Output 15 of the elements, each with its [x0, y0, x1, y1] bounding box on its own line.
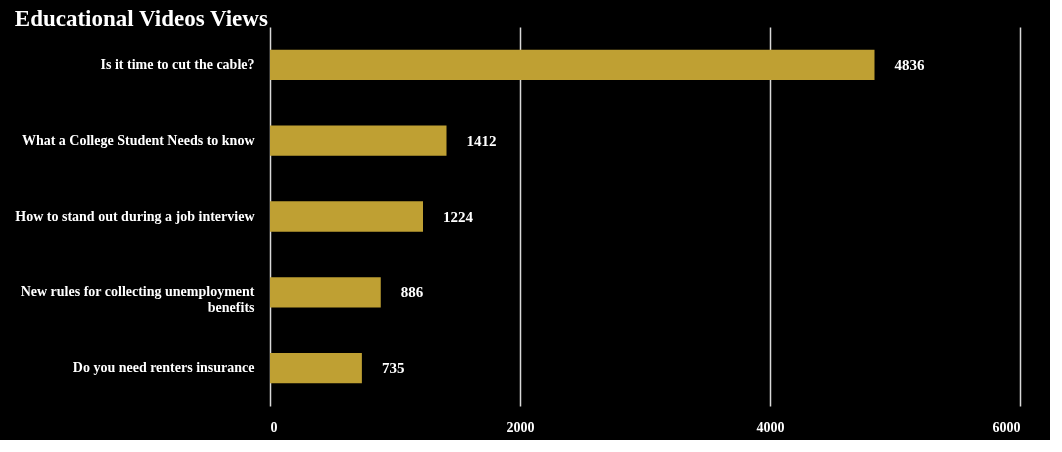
y-tick-label: New rules for collecting unemployment benefits: [20, 284, 256, 316]
x-tick-label: 4000: [756, 419, 785, 435]
y-tick-label: Is it time to cut the cable?: [100, 56, 255, 72]
y-tick-label: What a College Student Needs to know: [21, 132, 256, 148]
data-label: 4836: [894, 56, 925, 73]
data-label: 886: [400, 284, 424, 301]
x-tick-label: 6000: [992, 419, 1021, 435]
data-label: 1224: [443, 208, 474, 225]
y-tick-label: Do you need renters insurance: [72, 360, 255, 376]
data-label: 735: [381, 360, 405, 377]
chart-title: Educational Videos Views: [14, 6, 268, 31]
x-tick-label: 0: [270, 419, 278, 435]
x-tick-label: 2000: [506, 419, 535, 435]
data-label: 1412: [466, 132, 497, 149]
y-tick-label: How to stand out during a job interview: [15, 208, 256, 224]
